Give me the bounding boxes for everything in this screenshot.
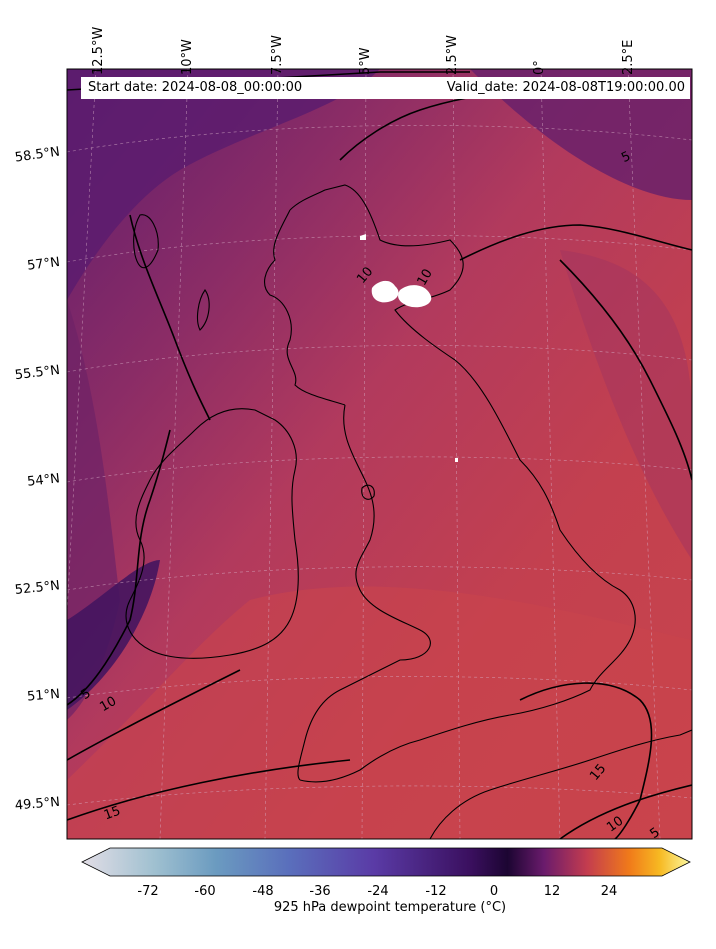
lon-label: 12.5°W (91, 26, 106, 75)
start-date: Start date: 2024-08-08_00:00:00 (88, 80, 303, 95)
colorbar-tick: -24 (367, 884, 389, 899)
missing-data (360, 234, 458, 462)
coastline-france (429, 729, 692, 839)
lon-label: 2.5°W (445, 34, 460, 75)
colorbar-tick: -72 (137, 884, 159, 899)
lon-label: 7.5°W (270, 34, 285, 75)
lon-label: 0° (532, 60, 547, 75)
colorbar-tick: 12 (543, 884, 561, 899)
colorbar-tick: -12 (425, 884, 447, 899)
colorbar-label: 925 hPa dewpoint temperature (°C) (273, 900, 507, 915)
date-info-box: Start date: 2024-08-08_00:00:00 Valid_da… (81, 77, 690, 99)
colorbar-tick: 24 (600, 884, 618, 899)
colorbar-body (81, 847, 691, 877)
coastline-wales (297, 404, 431, 781)
coastlines (125, 184, 692, 839)
coastline-england-east (299, 359, 636, 783)
graticule (67, 69, 692, 839)
coastline-ireland (125, 408, 299, 659)
lon-label: 2.5°E (621, 39, 636, 75)
lon-label: 10°W (180, 39, 195, 75)
colorbar-tick: -36 (309, 884, 331, 899)
valid-date: Valid_date: 2024-08-08T19:00:00.00 (446, 80, 685, 95)
colorbar-tick: -60 (194, 884, 216, 899)
coastline-scotland (289, 184, 464, 361)
map-frame (66, 68, 693, 840)
colorbar-tick: -48 (252, 884, 274, 899)
colorbar (81, 847, 691, 877)
lon-label: 5°W (358, 47, 373, 75)
dewpoint-field (67, 69, 692, 839)
colorbar-tick: 0 (489, 884, 499, 899)
